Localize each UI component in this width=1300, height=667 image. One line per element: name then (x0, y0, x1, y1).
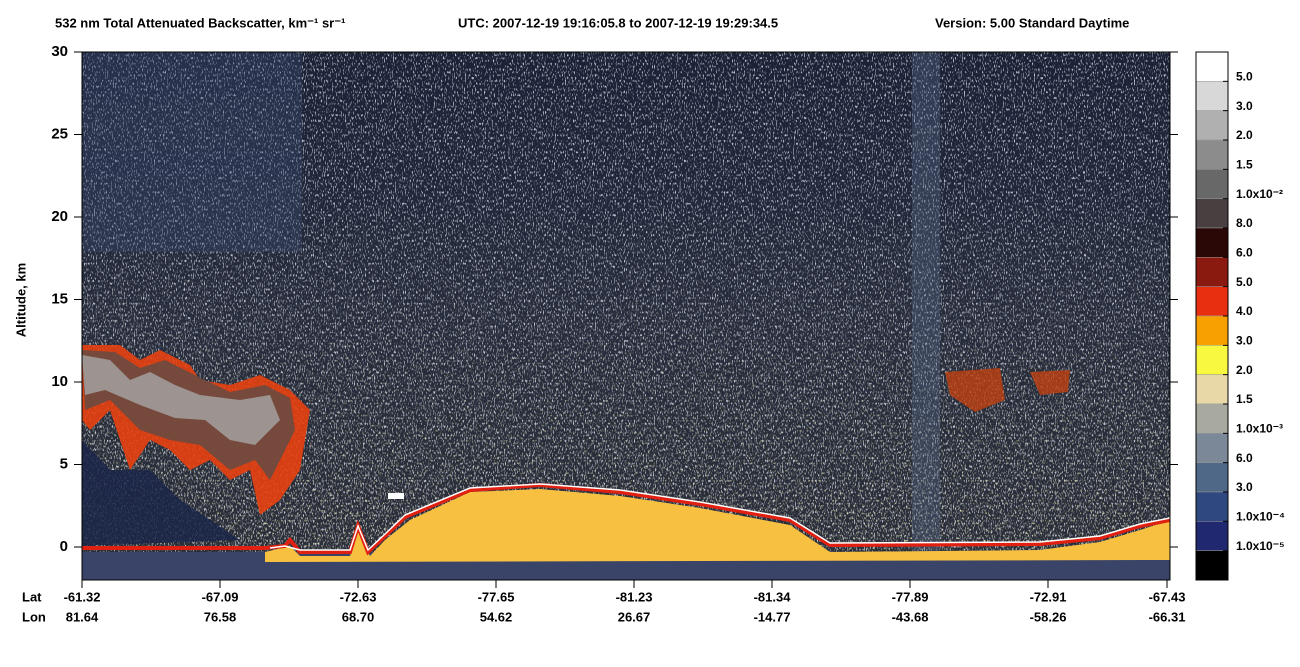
chart-title: 532 nm Total Attenuated Backscatter, km⁻… (55, 15, 345, 30)
colorbar-swatch (1195, 169, 1229, 199)
y-tick-label: 25 (51, 125, 68, 142)
colorbar-swatch (1195, 51, 1229, 82)
x-tick-label: -81.34 (754, 589, 792, 604)
colorbar-label: 1.5 (1236, 158, 1253, 172)
colorbar-swatch (1195, 433, 1229, 463)
x-tick-label: 76.58 (204, 609, 237, 624)
colorbar-swatch (1195, 374, 1229, 405)
y-tick-label: 15 (51, 290, 68, 307)
x-tick-label: -77.89 (892, 589, 929, 604)
x-tick-label: -67.43 (1149, 589, 1186, 604)
colorbar-label: 5.0 (1236, 275, 1253, 289)
time-range: UTC: 2007-12-19 19:16:05.8 to 2007-12-19… (458, 15, 778, 30)
colorbar-swatch (1195, 227, 1229, 258)
y-tick-label: 10 (51, 373, 68, 390)
colorbar-label: 6.0 (1236, 246, 1253, 260)
colorbar-swatch (1195, 198, 1229, 229)
colorbar-swatch (1195, 139, 1229, 170)
colorbar-label: 4.0 (1236, 304, 1253, 318)
colorbar-swatch (1195, 462, 1229, 493)
x-tick-label: -77.65 (478, 589, 515, 604)
colorbar-label: 2.0 (1236, 128, 1253, 142)
y-tick-label: 5 (60, 455, 68, 472)
colorbar-label: 1.0x10⁻² (1236, 187, 1283, 201)
colorbar-label: 3.0 (1236, 480, 1253, 494)
colorbar-swatch (1195, 110, 1229, 141)
colorbar-swatch (1195, 345, 1229, 375)
colorbar-label: 6.0 (1236, 451, 1253, 465)
colorbar-swatch (1195, 403, 1229, 434)
colorbar-label: 3.0 (1236, 99, 1253, 113)
colorbar-swatch (1195, 521, 1229, 551)
x-tick-label: -43.68 (892, 609, 929, 624)
colorbar-label: 2.0 (1236, 363, 1253, 377)
colorbar-label: 1.0x10⁻⁴ (1236, 510, 1285, 524)
backscatter-image (82, 52, 1170, 580)
colorbar-swatch (1195, 550, 1229, 581)
colorbar-label: 3.0 (1236, 334, 1253, 348)
colorbar-label: 1.5 (1236, 392, 1253, 406)
x-row-name: Lat (22, 589, 42, 604)
colorbar-swatch (1195, 81, 1229, 111)
x-tick-label: 26.67 (618, 609, 651, 624)
colorbar-swatch (1195, 315, 1229, 346)
colorbar-label: 8.0 (1236, 216, 1253, 230)
version: Version: 5.00 Standard Daytime (935, 15, 1129, 30)
x-tick-label: -81.23 (616, 589, 653, 604)
x-row-name: Lon (22, 609, 46, 624)
x-tick-label: -67.09 (202, 589, 239, 604)
y-axis-label: Altitude, km (13, 263, 28, 337)
x-tick-label: -58.26 (1030, 609, 1067, 624)
x-tick-label: -66.31 (1149, 609, 1186, 624)
y-tick-label: 30 (51, 43, 68, 60)
x-tick-label: 54.62 (480, 609, 513, 624)
x-tick-label: -72.63 (340, 589, 377, 604)
x-tick-label: -61.32 (64, 589, 101, 604)
y-tick-label: 0 (60, 538, 68, 555)
x-tick-label: -72.91 (1030, 589, 1067, 604)
plot-frame (81, 51, 1171, 581)
x-tick-label: -14.77 (754, 609, 791, 624)
x-tick-label: 81.64 (66, 609, 99, 624)
colorbar-swatch (1195, 491, 1229, 522)
colorbar-swatch (1195, 257, 1229, 287)
colorbar-swatch (1195, 286, 1229, 317)
y-tick-label: 20 (51, 208, 68, 225)
colorbar-label: 5.0 (1236, 70, 1253, 84)
colorbar-label: 1.0x10⁻⁵ (1236, 539, 1285, 553)
colorbar-label: 1.0x10⁻³ (1236, 422, 1283, 436)
x-tick-label: 68.70 (342, 609, 375, 624)
